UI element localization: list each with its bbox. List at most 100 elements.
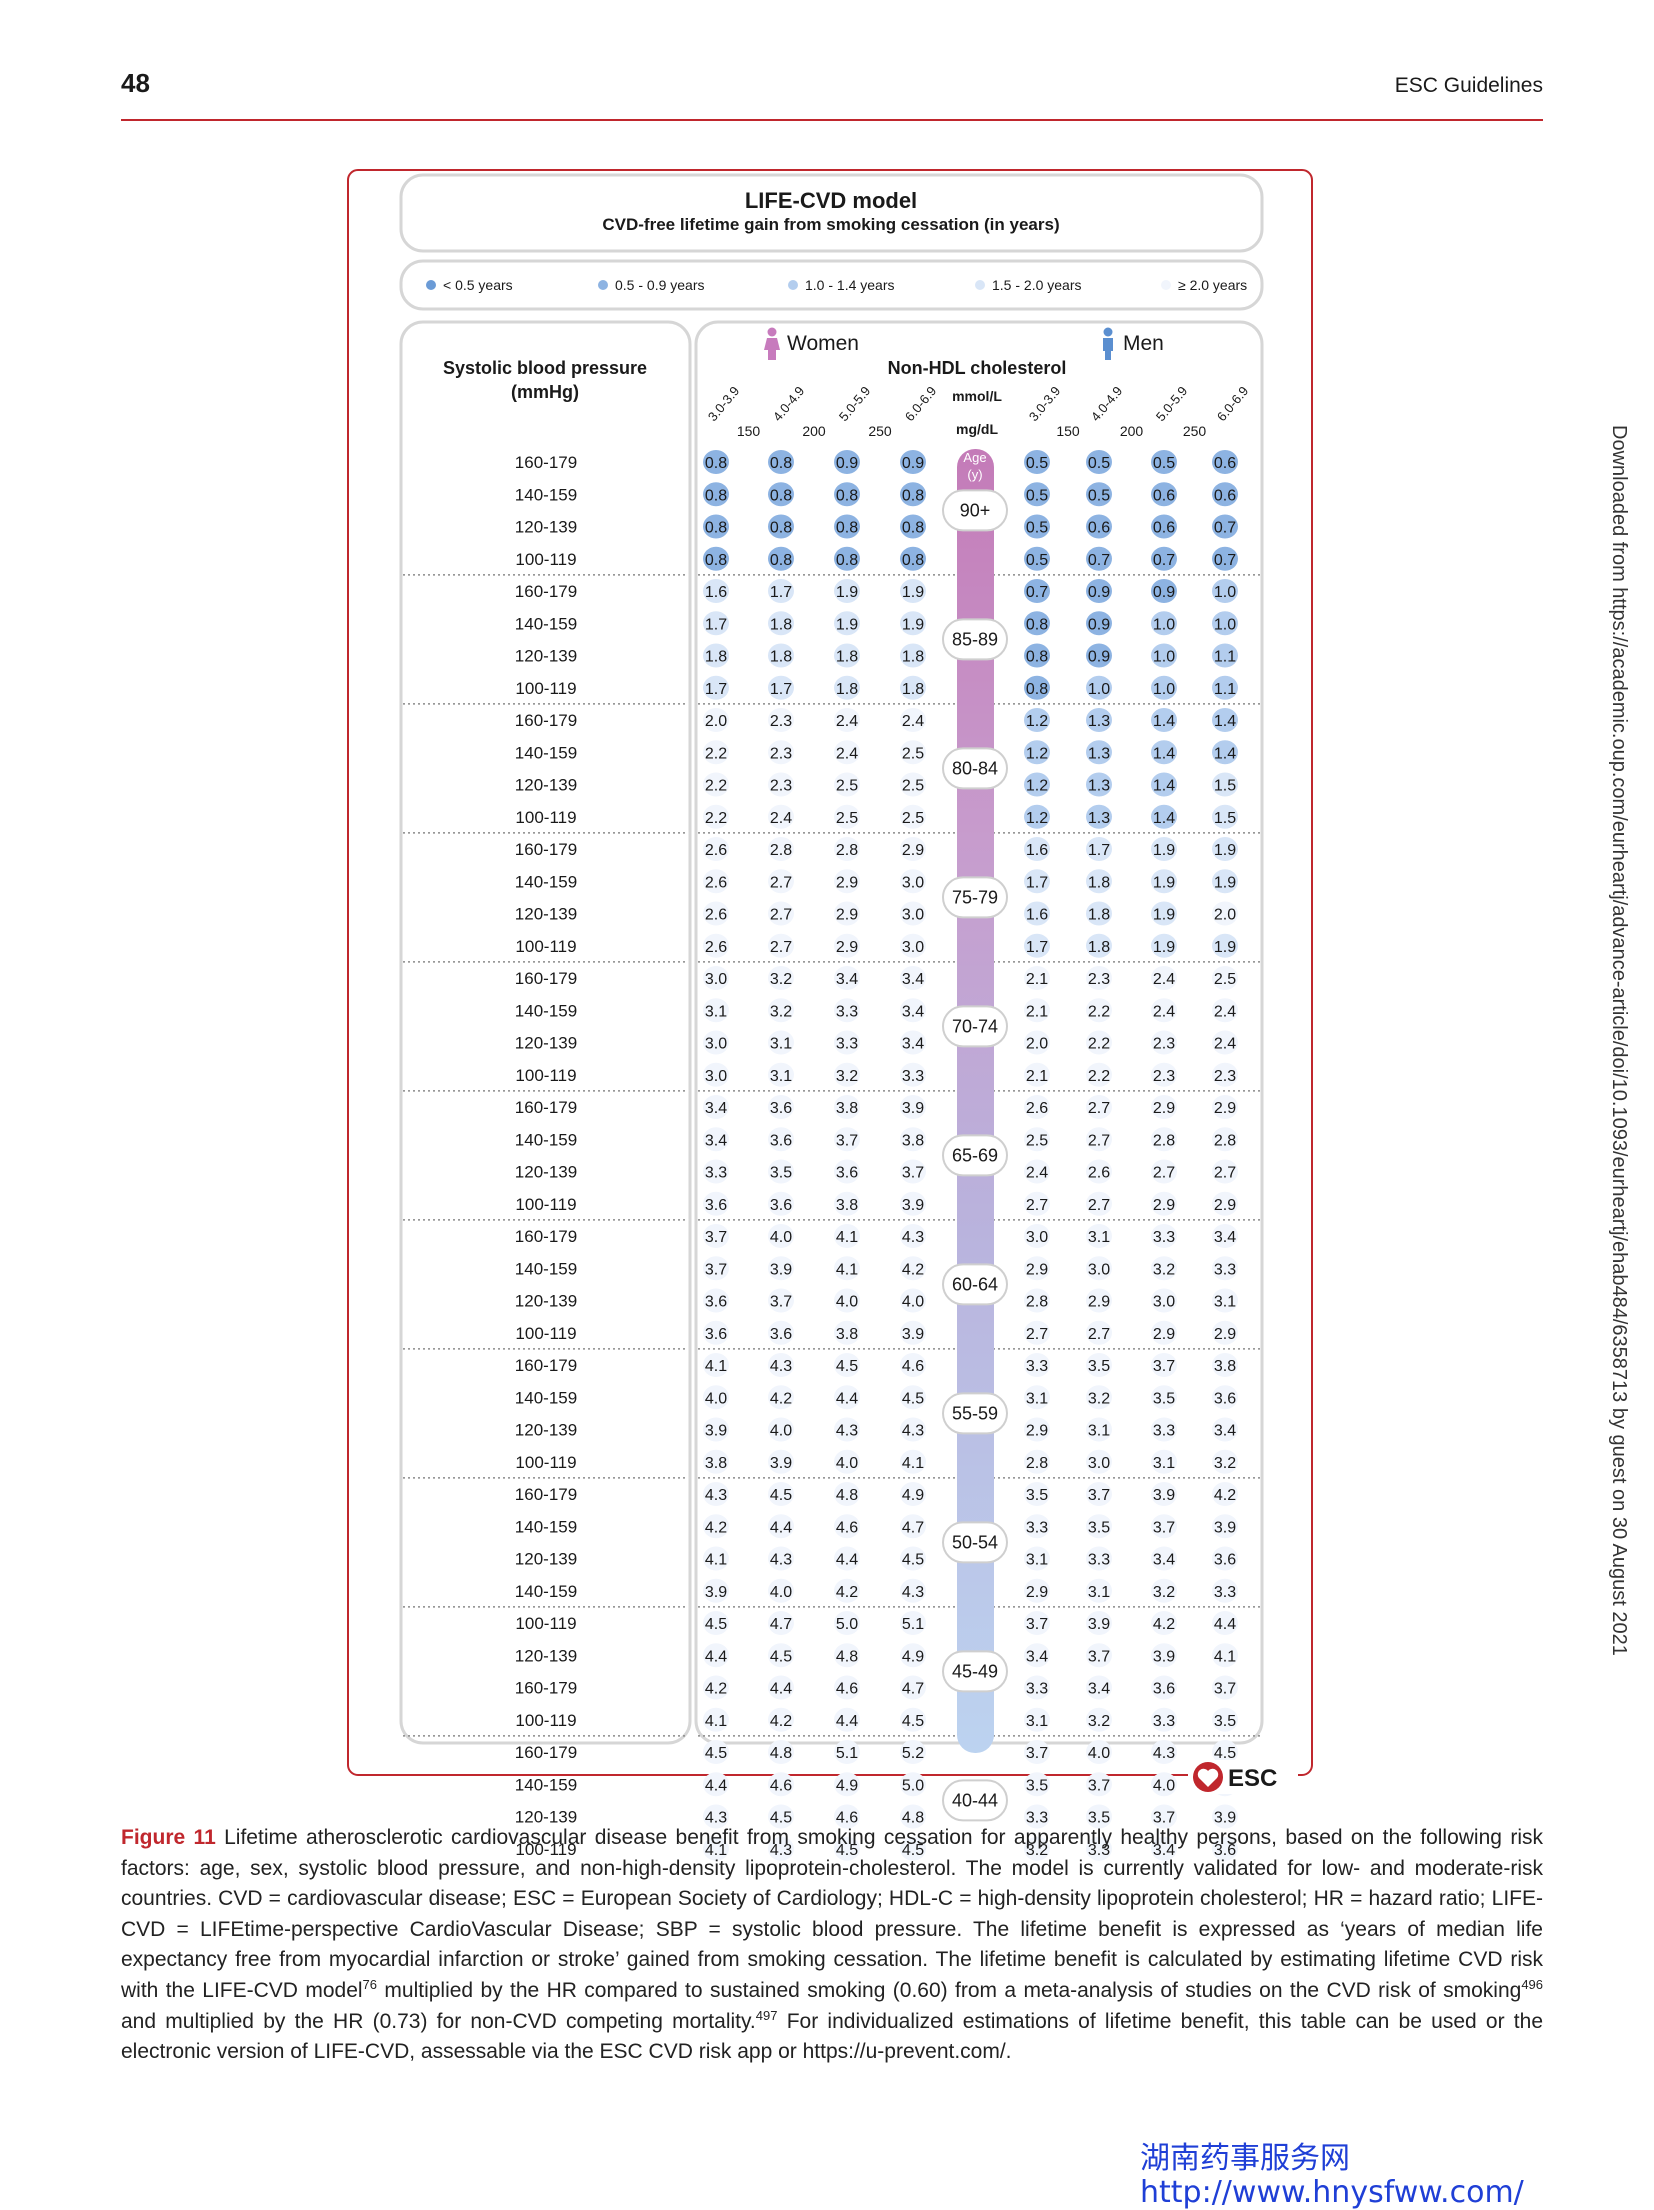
risk-bubble <box>703 1675 729 1700</box>
risk-bubble <box>703 1191 729 1216</box>
risk-value: 3.9 <box>770 1261 792 1278</box>
risk-bubble <box>1151 1578 1177 1603</box>
caption-text: and multiplied by the HR (0.73) for non-… <box>121 2009 756 2033</box>
risk-bubble <box>703 966 729 990</box>
risk-value: 1.4 <box>1153 745 1175 762</box>
risk-bubble <box>768 579 794 603</box>
risk-bubble <box>1086 1482 1112 1506</box>
risk-bubble <box>900 1062 926 1087</box>
risk-value: 2.4 <box>770 810 792 827</box>
risk-bubble <box>1086 998 1112 1023</box>
risk-bubble <box>900 1095 926 1119</box>
caption-label: Figure 11 <box>121 1826 216 1849</box>
legend-label: ≥ 2.0 years <box>1178 277 1247 293</box>
risk-value: 4.7 <box>902 1519 924 1536</box>
risk-value: 4.1 <box>1214 1648 1236 1665</box>
sbp-value: 120-139 <box>515 1163 577 1182</box>
risk-value: 1.6 <box>1026 842 1048 859</box>
risk-bubble <box>1024 1288 1050 1313</box>
risk-value: 3.3 <box>1026 1519 1048 1536</box>
risk-bubble <box>1024 708 1050 732</box>
risk-bubble <box>703 1514 729 1539</box>
risk-bubble <box>1212 1159 1238 1184</box>
sbp-value: 100-119 <box>515 937 576 956</box>
risk-bubble <box>1212 1353 1238 1377</box>
risk-value: 4.0 <box>1088 1745 1110 1762</box>
risk-bubble <box>1024 1385 1050 1410</box>
age-group: 90+ <box>960 500 991 520</box>
risk-value: 4.2 <box>705 1681 727 1698</box>
risk-bubble <box>900 1417 926 1442</box>
risk-bubble <box>768 1159 794 1184</box>
risk-value: 2.2 <box>1088 1036 1110 1053</box>
risk-bubble <box>703 514 729 539</box>
risk-bubble <box>1024 482 1050 507</box>
age-group: 65-69 <box>952 1145 998 1165</box>
risk-value: 1.1 <box>1214 681 1236 698</box>
risk-bubble <box>1212 708 1238 732</box>
age-pill <box>942 1521 1008 1564</box>
risk-bubble <box>1024 514 1050 539</box>
risk-value: 3.6 <box>1153 1681 1175 1698</box>
risk-bubble <box>768 1675 794 1700</box>
risk-value: 4.5 <box>705 1616 727 1633</box>
risk-value: 1.4 <box>1153 713 1175 730</box>
risk-value: 3.4 <box>1214 1229 1236 1246</box>
risk-value: 3.6 <box>770 1100 792 1117</box>
risk-bubble <box>1086 579 1112 603</box>
risk-value: 3.5 <box>1088 1519 1110 1536</box>
risk-bubble <box>1151 1320 1177 1345</box>
risk-bubble <box>1024 740 1050 765</box>
risk-bubble <box>900 1256 926 1281</box>
risk-value: 3.7 <box>705 1229 727 1246</box>
risk-value: 2.9 <box>836 874 858 891</box>
risk-value: 1.4 <box>1153 810 1175 827</box>
risk-value: 4.3 <box>902 1423 924 1440</box>
age-group: 40-44 <box>952 1790 998 1810</box>
risk-value: 2.6 <box>1088 1165 1110 1182</box>
risk-value: 5.0 <box>836 1616 858 1633</box>
risk-bubble <box>768 1804 794 1829</box>
mgdl-tick: 250 <box>868 423 892 439</box>
risk-value: 2.7 <box>1088 1197 1110 1214</box>
risk-bubble <box>1086 1675 1112 1700</box>
risk-value: 4.0 <box>770 1584 792 1601</box>
risk-bubble <box>768 1707 794 1732</box>
risk-value: 2.5 <box>902 745 924 762</box>
risk-value: 4.9 <box>902 1487 924 1504</box>
risk-bubble <box>768 1030 794 1055</box>
risk-bubble <box>768 772 794 797</box>
risk-value: 3.1 <box>1026 1552 1048 1569</box>
risk-bubble <box>1024 675 1050 700</box>
risk-value: 4.0 <box>1153 1777 1175 1794</box>
risk-value: 3.4 <box>705 1132 727 1149</box>
risk-bubble <box>1024 837 1050 861</box>
risk-value: 1.6 <box>705 584 727 601</box>
sbp-value: 120-139 <box>515 647 577 666</box>
risk-bubble <box>703 1256 729 1281</box>
sbp-value: 160-179 <box>515 969 577 988</box>
risk-value: 2.0 <box>1214 907 1236 924</box>
risk-bubble <box>768 1224 794 1248</box>
risk-bubble <box>703 1707 729 1732</box>
risk-bubble <box>834 1062 860 1087</box>
risk-value: 3.7 <box>1153 1358 1175 1375</box>
risk-bubble <box>1151 1417 1177 1442</box>
risk-bubble <box>703 1095 729 1119</box>
risk-value: 2.9 <box>1026 1261 1048 1278</box>
risk-value: 2.8 <box>836 842 858 859</box>
risk-bubble <box>1086 611 1112 636</box>
risk-bubble <box>703 546 729 571</box>
risk-bubble <box>1024 1159 1050 1184</box>
risk-bubble <box>900 708 926 732</box>
risk-value: 3.7 <box>1153 1519 1175 1536</box>
risk-bubble <box>703 1224 729 1248</box>
risk-value: 3.2 <box>1088 1390 1110 1407</box>
risk-bubble <box>1212 1546 1238 1571</box>
risk-bubble <box>1086 772 1112 797</box>
risk-value: 1.7 <box>770 584 792 601</box>
sbp-value: 100-119 <box>515 1711 576 1730</box>
risk-bubble <box>900 1804 926 1829</box>
sbp-value: 120-139 <box>515 1292 577 1311</box>
